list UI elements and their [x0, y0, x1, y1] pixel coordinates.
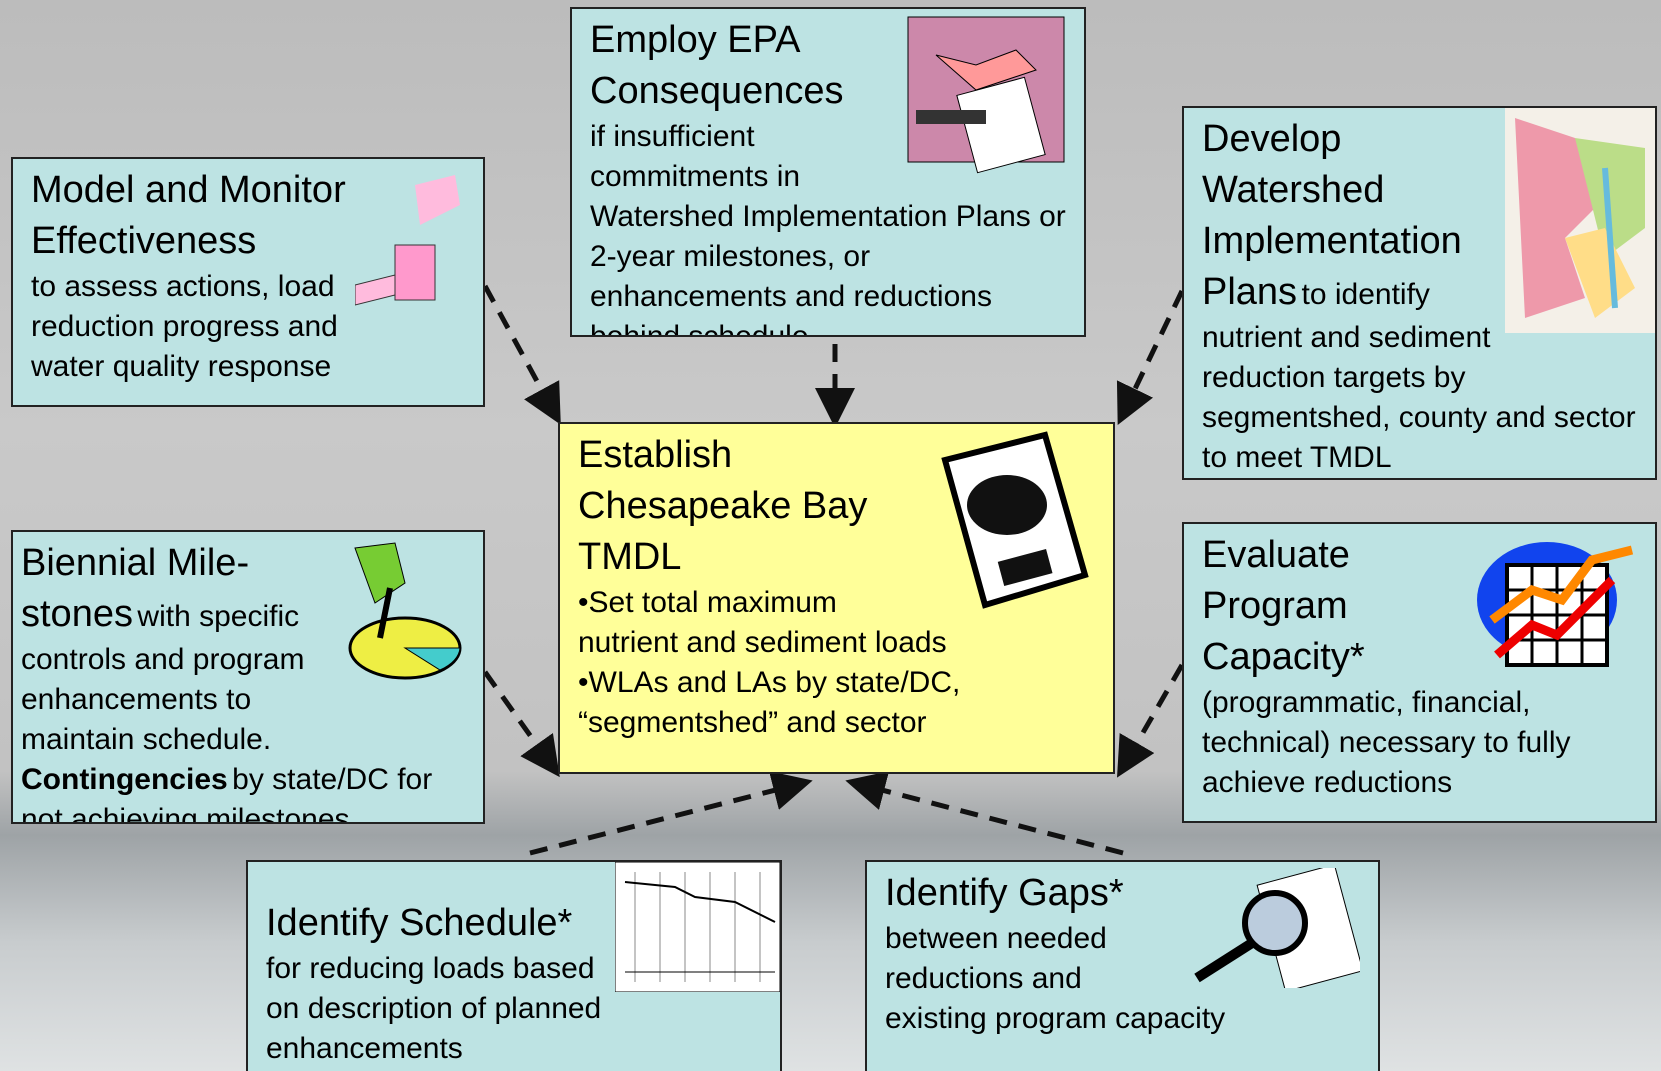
body: (programmatic, financial, technical) nec…	[1202, 686, 1571, 799]
icon	[1190, 868, 1360, 988]
heading: Identify Gaps*	[885, 872, 1124, 914]
heading: Evaluate Program Capacity*	[1202, 534, 1365, 678]
body: between needed reductions and existing p…	[885, 922, 1225, 1035]
arrow	[485, 286, 556, 416]
arrow	[1122, 291, 1182, 416]
heading: Model and Monitor Effectiveness	[31, 169, 346, 262]
arrow	[530, 783, 803, 853]
icon	[1505, 108, 1655, 333]
node-box: Establish Chesapeake Bay TMDL •Set total…	[558, 422, 1115, 774]
diagram: Model and Monitor Effectiveness to asses…	[0, 0, 1661, 1071]
node-box: Evaluate Program Capacity* (programmatic…	[1182, 522, 1657, 823]
heading: Employ EPA Consequences	[590, 19, 844, 112]
icon	[615, 862, 780, 992]
icon	[935, 430, 1095, 610]
body: for reducing loads based on description …	[266, 952, 601, 1065]
node-box: Employ EPA Consequences if insufficient …	[570, 7, 1086, 337]
arrow	[1122, 665, 1182, 769]
icon	[355, 165, 465, 315]
heading: Identify Schedule*	[266, 902, 572, 944]
heading: Establish Chesapeake Bay TMDL	[578, 434, 867, 578]
bullet: •WLAs and LAs by state/DC, “segmentshed”…	[578, 663, 1095, 743]
node-box: Model and Monitor Effectiveness to asses…	[11, 157, 485, 407]
node-box: Identify Gaps* between needed reductions…	[865, 860, 1380, 1071]
arrow	[485, 672, 554, 769]
icon	[906, 15, 1066, 175]
icon	[1472, 530, 1637, 670]
emphasis: Contingencies	[21, 763, 228, 796]
node-box: Identify Schedule* for reducing loads ba…	[246, 860, 782, 1071]
body: to assess actions, load reduction progre…	[31, 270, 338, 383]
node-box: Biennial Mile-stones with specific contr…	[11, 530, 485, 824]
arrow	[855, 783, 1123, 853]
icon	[325, 538, 465, 688]
node-box: Develop Watershed Implementation Plans t…	[1182, 106, 1657, 480]
